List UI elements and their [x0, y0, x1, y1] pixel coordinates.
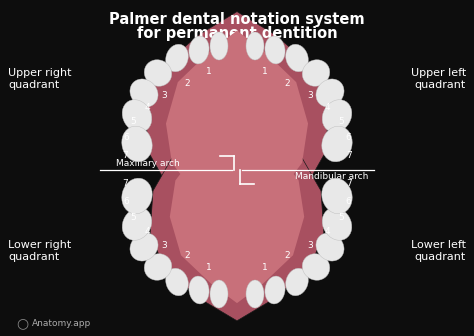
Ellipse shape — [122, 100, 152, 132]
Ellipse shape — [286, 44, 308, 72]
Text: 4: 4 — [144, 227, 150, 237]
Text: 2: 2 — [184, 80, 190, 88]
Ellipse shape — [210, 32, 228, 60]
Text: Upper right
quadrant: Upper right quadrant — [8, 68, 72, 90]
Text: Upper left
quadrant: Upper left quadrant — [411, 68, 466, 90]
Ellipse shape — [302, 254, 330, 280]
Text: 3: 3 — [161, 241, 167, 250]
Ellipse shape — [246, 280, 264, 308]
Text: 3: 3 — [307, 90, 313, 99]
Text: 5: 5 — [338, 213, 344, 222]
Ellipse shape — [166, 268, 188, 296]
Text: 3: 3 — [161, 90, 167, 99]
Ellipse shape — [189, 276, 209, 304]
Ellipse shape — [122, 208, 152, 240]
Text: 7: 7 — [346, 152, 352, 161]
Text: 1: 1 — [262, 68, 268, 77]
Text: Palmer dental notation system: Palmer dental notation system — [109, 12, 365, 27]
Text: 1: 1 — [206, 68, 212, 77]
Polygon shape — [150, 123, 324, 321]
Ellipse shape — [322, 208, 352, 240]
Text: 1: 1 — [206, 263, 212, 272]
Ellipse shape — [122, 126, 152, 162]
Ellipse shape — [144, 60, 172, 86]
Ellipse shape — [189, 36, 209, 64]
Ellipse shape — [302, 60, 330, 86]
Text: 7: 7 — [346, 179, 352, 188]
Text: 7: 7 — [122, 152, 128, 161]
Text: 3: 3 — [307, 241, 313, 250]
Ellipse shape — [322, 126, 352, 162]
Ellipse shape — [322, 178, 352, 214]
Ellipse shape — [144, 254, 172, 280]
Text: Lower right
quadrant: Lower right quadrant — [8, 240, 71, 262]
Text: Anatomy.app: Anatomy.app — [32, 319, 91, 328]
Text: Lower left
quadrant: Lower left quadrant — [411, 240, 466, 262]
Text: 2: 2 — [284, 252, 290, 260]
Text: 2: 2 — [284, 80, 290, 88]
Text: 5: 5 — [130, 213, 136, 222]
Text: 4: 4 — [144, 103, 150, 113]
Text: 2: 2 — [184, 252, 190, 260]
Ellipse shape — [122, 178, 152, 214]
Text: ○: ○ — [16, 316, 28, 330]
Text: 6: 6 — [345, 198, 351, 207]
Ellipse shape — [286, 268, 308, 296]
Ellipse shape — [130, 79, 158, 107]
Text: for permanent dentition: for permanent dentition — [137, 26, 337, 41]
Ellipse shape — [316, 79, 344, 107]
Text: 1: 1 — [262, 263, 268, 272]
Text: 4: 4 — [324, 227, 330, 237]
Text: 4: 4 — [324, 103, 330, 113]
Ellipse shape — [210, 280, 228, 308]
Ellipse shape — [166, 44, 188, 72]
Ellipse shape — [322, 100, 352, 132]
Text: 7: 7 — [122, 179, 128, 188]
Text: Mandibular arch: Mandibular arch — [295, 172, 368, 181]
Text: 5: 5 — [338, 118, 344, 126]
Text: 6: 6 — [123, 133, 129, 142]
Text: 6: 6 — [345, 133, 351, 142]
Ellipse shape — [265, 36, 285, 64]
Ellipse shape — [316, 233, 344, 261]
Polygon shape — [170, 141, 304, 303]
Polygon shape — [145, 12, 329, 224]
Ellipse shape — [265, 276, 285, 304]
Ellipse shape — [246, 32, 264, 60]
Polygon shape — [166, 31, 308, 205]
Ellipse shape — [130, 233, 158, 261]
Text: 6: 6 — [123, 198, 129, 207]
Text: 5: 5 — [130, 118, 136, 126]
Text: Maxillary arch: Maxillary arch — [116, 159, 180, 168]
